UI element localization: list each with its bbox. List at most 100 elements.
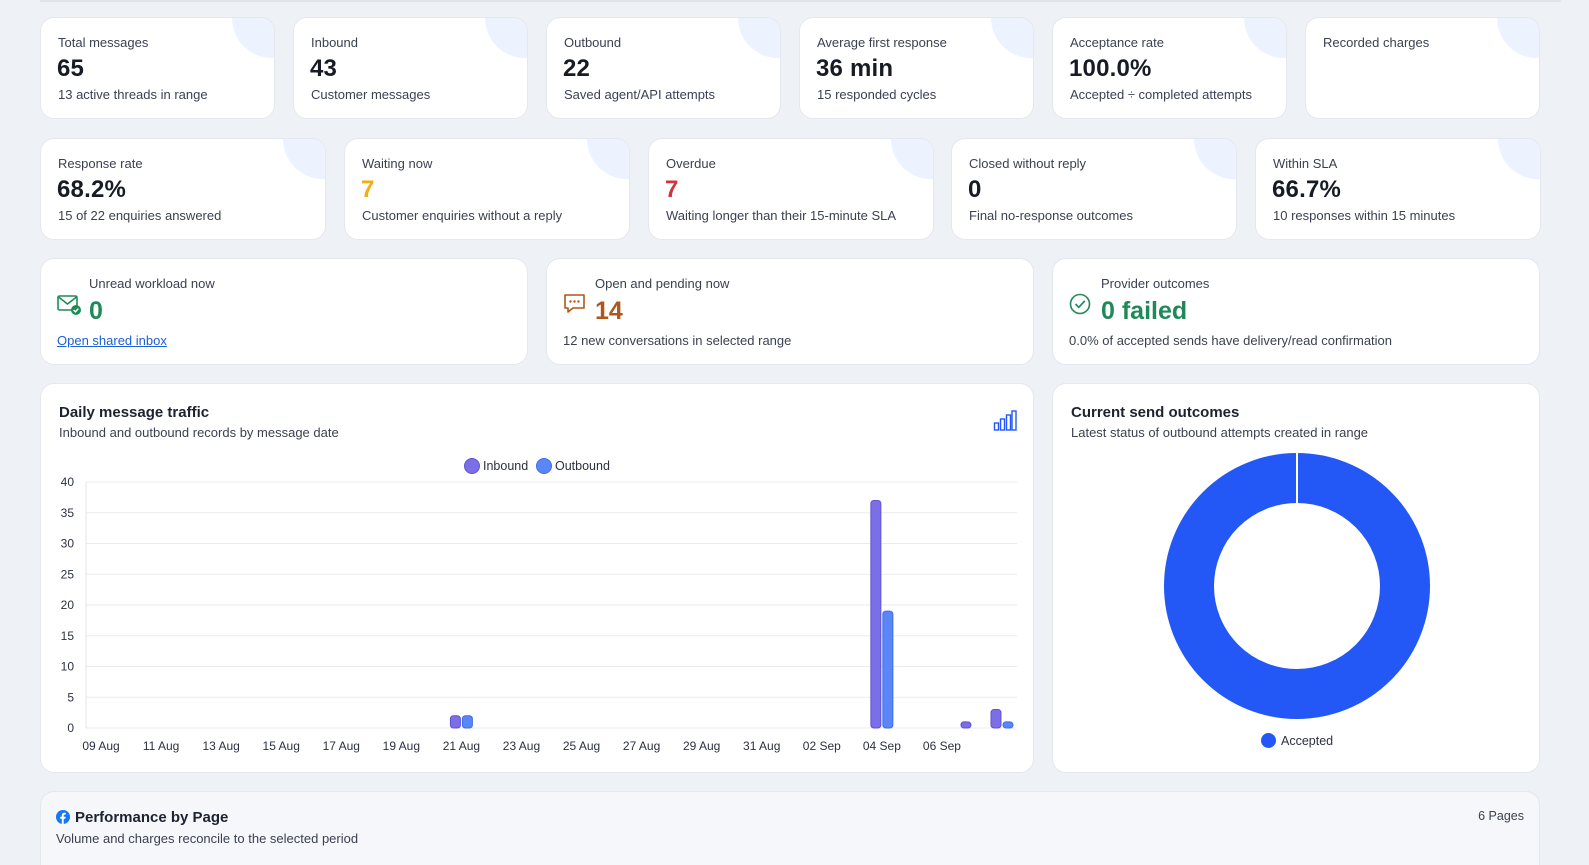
daily-traffic-title: Daily message traffic bbox=[59, 404, 210, 421]
y-tick-label: 10 bbox=[61, 660, 75, 674]
kpi-value: 100.0% bbox=[1069, 55, 1152, 82]
y-tick-label: 25 bbox=[61, 567, 75, 581]
bar-inbound bbox=[870, 499, 882, 729]
card-decoration bbox=[1244, 18, 1286, 58]
provider-outcomes-card: Provider outcomes 0 failed 0.0% of accep… bbox=[1052, 258, 1540, 365]
legend-accepted[interactable]: Accepted bbox=[1261, 733, 1333, 748]
legend-inbound[interactable]: Inbound bbox=[464, 458, 528, 474]
unread-workload-card: Unread workload now 0 Open shared inbox bbox=[40, 258, 528, 365]
x-tick-label: 13 Aug bbox=[202, 739, 239, 753]
y-tick-label: 15 bbox=[61, 629, 75, 643]
x-tick-label: 02 Sep bbox=[803, 739, 841, 753]
card-decoration bbox=[891, 139, 933, 179]
card-decoration bbox=[991, 18, 1033, 58]
kpi-label: Acceptance rate bbox=[1070, 35, 1164, 50]
daily-traffic-subtitle: Inbound and outbound records by message … bbox=[59, 425, 339, 440]
kpi-sub: Final no-response outcomes bbox=[969, 208, 1134, 223]
kpi-card-recorded-charges: Recorded charges bbox=[1305, 17, 1540, 119]
open-pending-label: Open and pending now bbox=[595, 276, 730, 291]
kpi-card-total-messages: Total messages 65 13 active threads in ran… bbox=[40, 17, 275, 119]
y-tick-label: 0 bbox=[67, 721, 74, 735]
legend-accepted-swatch bbox=[1261, 733, 1276, 748]
open-shared-inbox-link[interactable]: Open shared inbox bbox=[57, 333, 167, 348]
kpi-sub: 15 of 22 enquiries answered bbox=[58, 208, 222, 223]
bar-outbound bbox=[882, 610, 894, 729]
x-tick-label: 21 Aug bbox=[443, 739, 480, 753]
kpi-label: Outbound bbox=[564, 35, 622, 50]
card-decoration bbox=[1498, 139, 1540, 179]
provider-outcomes-value: 0 failed bbox=[1101, 297, 1188, 325]
kpi-card-average-first-response: Average first response 36 min 15 responded… bbox=[799, 17, 1034, 119]
provider-outcomes-sub: 0.0% of accepted sends have delivery/rea… bbox=[1069, 333, 1393, 348]
legend-accepted-label: Accepted bbox=[1281, 733, 1334, 748]
x-tick-label: 29 Aug bbox=[683, 739, 720, 753]
bar-inbound bbox=[449, 715, 461, 729]
kpi-value: 36 min bbox=[816, 55, 894, 82]
kpi-sub: Saved agent/API attempts bbox=[564, 87, 716, 102]
kpi-value: 7 bbox=[361, 176, 375, 203]
performance-subtitle: Volume and charges reconcile to the sele… bbox=[56, 831, 359, 846]
kpi-sub: Accepted ÷ completed attempts bbox=[1070, 87, 1253, 102]
kpi-value: 66.7% bbox=[1272, 176, 1342, 203]
kpi-card-response-rate: Response rate 68.2% 15 of 22 enquiries ans… bbox=[40, 138, 326, 240]
legend-inbound-swatch bbox=[464, 458, 480, 474]
kpi-label: Response rate bbox=[58, 156, 143, 171]
kpi-value: 43 bbox=[310, 55, 338, 82]
kpi-sub: Customer enquiries without a reply bbox=[362, 208, 563, 223]
x-tick-label: 27 Aug bbox=[623, 739, 660, 753]
kpi-card-within-sla: Within SLA 66.7% 10 responses within 15 mi… bbox=[1255, 138, 1541, 240]
card-decoration bbox=[232, 18, 274, 58]
performance-by-page-panel: Performance by Page Volume and charges r… bbox=[40, 791, 1540, 865]
top-divider bbox=[40, 0, 1561, 2]
bar-inbound bbox=[960, 721, 972, 729]
y-tick-label: 35 bbox=[61, 506, 75, 520]
mail-check-icon bbox=[57, 295, 81, 315]
x-tick-label: 23 Aug bbox=[503, 739, 540, 753]
kpi-value: 22 bbox=[563, 55, 591, 82]
kpi-label: Recorded charges bbox=[1323, 35, 1430, 50]
card-decoration bbox=[587, 139, 629, 179]
bar-chart-icon[interactable] bbox=[993, 410, 1017, 432]
bar-inbound bbox=[990, 709, 1002, 729]
open-pending-sub: 12 new conversations in selected range bbox=[563, 333, 792, 348]
facebook-icon bbox=[56, 810, 70, 824]
kpi-value: 0 bbox=[968, 176, 982, 203]
kpi-value: 65 bbox=[57, 55, 85, 82]
kpi-sub: Customer messages bbox=[311, 87, 431, 102]
legend-inbound-label: Inbound bbox=[483, 459, 529, 473]
x-tick-label: 06 Sep bbox=[923, 739, 961, 753]
kpi-value: 68.2% bbox=[57, 176, 127, 203]
open-pending-value: 14 bbox=[595, 297, 623, 325]
legend-outbound-label: Outbound bbox=[555, 459, 610, 473]
unread-workload-label: Unread workload now bbox=[89, 276, 215, 291]
check-circle-icon bbox=[1069, 293, 1091, 315]
card-decoration bbox=[1497, 18, 1539, 58]
daily-traffic-chart: 0 5 10 15 20 25 30 35 40 09 Aug 11 Aug 13 Aug 15 Aug… bbox=[61, 475, 1017, 753]
bar-outbound bbox=[461, 715, 473, 729]
kpi-label: Average first response bbox=[817, 35, 947, 50]
send-outcomes-title: Current send outcomes bbox=[1071, 404, 1240, 421]
kpi-label: Waiting now bbox=[362, 156, 433, 171]
kpi-label: Within SLA bbox=[1273, 156, 1338, 171]
send-outcomes-subtitle: Latest status of outbound attempts creat… bbox=[1071, 425, 1369, 440]
donut-slice-accepted[interactable] bbox=[1164, 453, 1430, 719]
open-pending-card: Open and pending now 14 12 new conversat… bbox=[546, 258, 1034, 365]
unread-workload-value: 0 bbox=[89, 297, 103, 325]
kpi-label: Overdue bbox=[666, 156, 716, 171]
legend-outbound[interactable]: Outbound bbox=[536, 458, 610, 474]
x-tick-label: 25 Aug bbox=[563, 739, 600, 753]
kpi-card-closed-without-reply: Closed without reply 0 Final no-response o… bbox=[951, 138, 1237, 240]
kpi-card-outbound: Outbound 22 Saved agent/API attempts bbox=[546, 17, 781, 119]
kpi-sub: 13 active threads in range bbox=[58, 87, 208, 102]
kpi-card-inbound: Inbound 43 Customer messages bbox=[293, 17, 528, 119]
y-tick-label: 20 bbox=[61, 598, 75, 612]
x-tick-label: 17 Aug bbox=[323, 739, 360, 753]
daily-traffic-panel: Daily message traffic Inbound and outbou… bbox=[40, 383, 1034, 773]
card-decoration bbox=[485, 18, 527, 58]
x-tick-label: 09 Aug bbox=[82, 739, 119, 753]
x-tick-label: 31 Aug bbox=[743, 739, 780, 753]
y-tick-label: 30 bbox=[61, 537, 75, 551]
chat-icon bbox=[564, 294, 585, 313]
kpi-card-waiting-now: Waiting now 7 Customer enquiries without a… bbox=[344, 138, 630, 240]
x-tick-label: 11 Aug bbox=[143, 739, 179, 753]
